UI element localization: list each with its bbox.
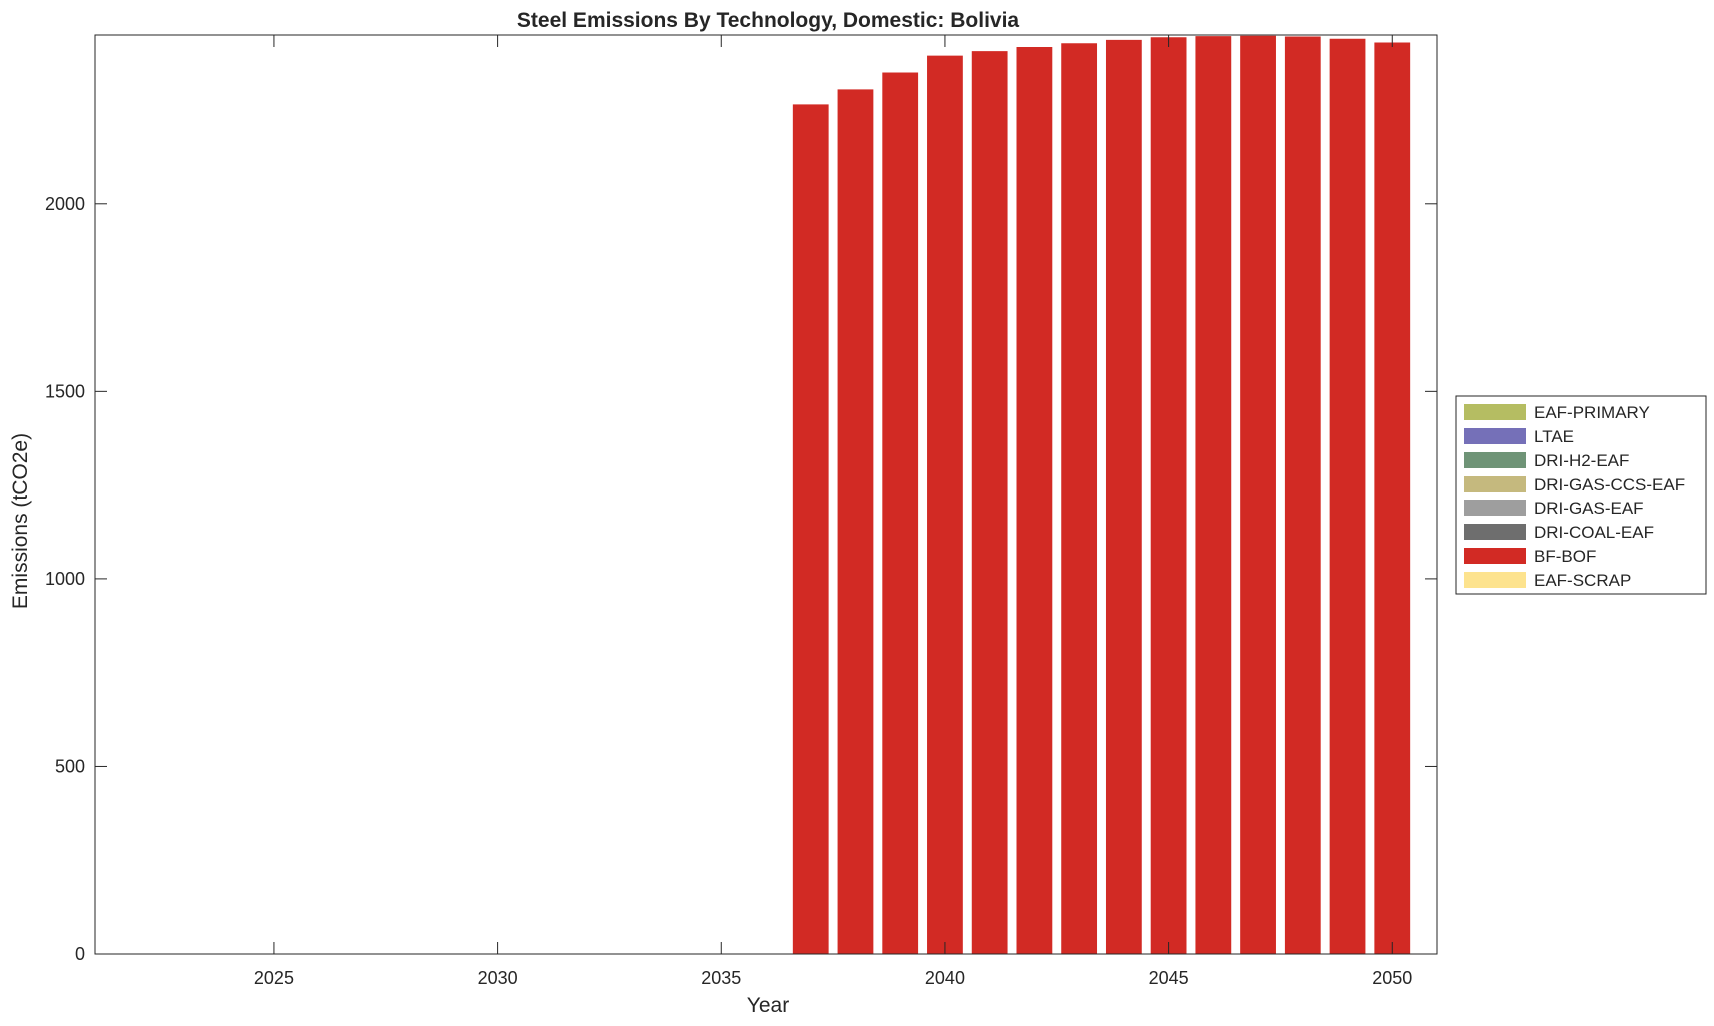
legend-swatch-dri-h2-eaf <box>1464 452 1526 468</box>
y-tick-label: 2000 <box>45 194 85 214</box>
bar-bf-bof-2041 <box>971 51 1008 954</box>
x-tick-label: 2025 <box>254 968 294 988</box>
x-axis-label: Year <box>747 994 789 1017</box>
y-axis-label: Emissions (tCO2e) <box>9 433 32 609</box>
legend-label-eaf-primary: EAF-PRIMARY <box>1534 403 1650 422</box>
legend-swatch-dri-coal-eaf <box>1464 524 1526 540</box>
legend-label-dri-h2-eaf: DRI-H2-EAF <box>1534 451 1629 470</box>
x-tick-label: 2045 <box>1149 968 1189 988</box>
bar-bf-bof-2038 <box>837 89 874 955</box>
bar-bf-bof-2040 <box>927 55 963 954</box>
legend-label-eaf-scrap: EAF-SCRAP <box>1534 571 1631 590</box>
chart-title: Steel Emissions By Technology, Domestic:… <box>517 9 1020 32</box>
bar-bf-bof-2050 <box>1374 42 1411 955</box>
legend-label-dri-gas-eaf: DRI-GAS-EAF <box>1534 499 1644 518</box>
plot-area: 2025 2030 2035 2040 2045 2050 0 500 1000 1500 2000 <box>45 34 1438 988</box>
bar-bf-bof-2037 <box>792 104 829 955</box>
bar-bf-bof-2042 <box>1016 47 1053 954</box>
bar-bf-bof-2047 <box>1240 35 1276 955</box>
bar-bf-bof-2044 <box>1105 39 1142 954</box>
legend-swatch-bf-bof <box>1464 548 1526 564</box>
legend-label-bf-bof: BF-BOF <box>1534 547 1596 566</box>
bar-bf-bof-2049 <box>1329 38 1366 954</box>
legend-label-dri-gas-ccs-eaf: DRI-GAS-CCS-EAF <box>1534 475 1685 494</box>
y-tick-label: 0 <box>75 944 85 964</box>
bar-bf-bof-2048 <box>1284 36 1321 954</box>
bar-bf-bof-2045 <box>1150 37 1187 954</box>
y-tick-label: 500 <box>55 756 85 776</box>
legend: EAF-PRIMARY LTAE DRI-H2-EAF DRI-GAS-CCS-EAF… <box>1455 395 1707 595</box>
legend-swatch-ltae <box>1464 428 1526 444</box>
legend-label-ltae: LTAE <box>1534 427 1574 446</box>
axes-box <box>94 34 1438 955</box>
legend-swatch-eaf-scrap <box>1464 572 1526 588</box>
x-tick-label: 2035 <box>701 968 741 988</box>
bar-bf-bof-2043 <box>1061 43 1098 954</box>
bar-bf-bof-2046 <box>1195 36 1232 954</box>
y-tick-label: 1500 <box>45 381 85 401</box>
x-tick-label: 2040 <box>925 968 965 988</box>
legend-label-dri-coal-eaf: DRI-COAL-EAF <box>1534 523 1654 542</box>
bar-bf-bof-2039 <box>882 72 919 955</box>
legend-swatch-dri-gas-eaf <box>1464 500 1526 516</box>
x-tick-label: 2050 <box>1372 968 1412 988</box>
x-tick-label: 2030 <box>478 968 518 988</box>
y-tick-label: 1000 <box>45 569 85 589</box>
legend-swatch-eaf-primary <box>1464 404 1526 420</box>
legend-swatch-dri-gas-ccs-eaf <box>1464 476 1526 492</box>
